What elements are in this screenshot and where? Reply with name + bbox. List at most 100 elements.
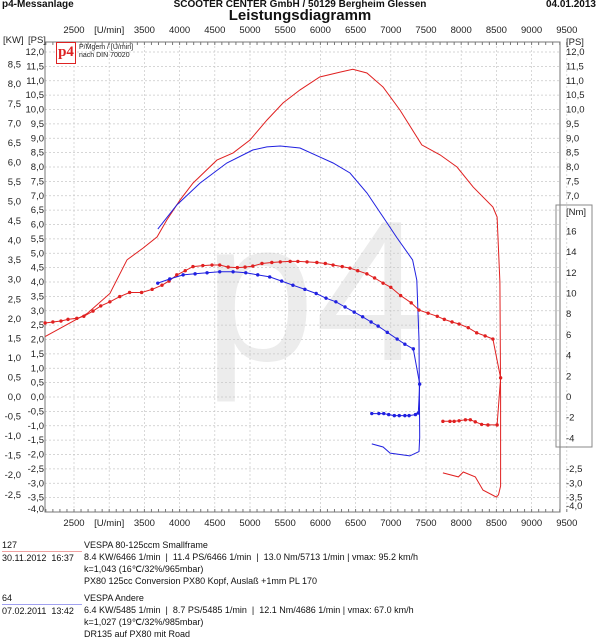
x-tick-label: 8000	[451, 25, 472, 36]
run-127-torque-point	[150, 287, 154, 292]
x-tick-label: 7000	[380, 25, 401, 36]
kw-tick-label: 6,0	[8, 157, 21, 168]
x-tick-label: 6500	[345, 518, 366, 529]
ps-tick-label: 5,5	[31, 234, 44, 245]
kw-tick-label: 7,5	[8, 99, 21, 110]
x-tick-label: 4500	[204, 25, 225, 36]
ps-tick-label: -3,0	[28, 478, 44, 489]
run-64-torque-point	[403, 342, 407, 346]
plot-frame	[44, 41, 561, 513]
right-ps-tick-label: -3,5	[566, 493, 582, 504]
run-127-torque-point	[457, 322, 461, 326]
p4-logo: p4	[56, 42, 76, 64]
run-64-torque-point	[392, 413, 397, 418]
run-64-power-curve	[157, 145, 421, 457]
run-127-torque-point	[356, 269, 360, 273]
run-127-torque-point	[495, 423, 499, 427]
x-tick-label: 2500	[63, 518, 84, 529]
kw-tick-label: -0,5	[5, 412, 21, 423]
x-tick-label: 5500	[275, 518, 296, 529]
ps-tick-label: 1,5	[31, 349, 44, 360]
run-127-torque-point	[466, 325, 470, 330]
run-127-torque-curve	[45, 260, 502, 426]
right-ps-tick-label: -3,0	[566, 478, 582, 489]
ps-tick-label: 3,5	[31, 291, 44, 302]
ps-tick-label: 0,0	[31, 392, 44, 403]
kw-tick-label: 6,5	[8, 138, 21, 149]
ps-tick-label: 4,0	[31, 277, 44, 288]
run-64-torque-point	[413, 412, 418, 417]
run-127-torque-point	[448, 419, 452, 424]
run-note: DR135 auf PX80 mit Road	[84, 629, 191, 639]
run-127-torque-point	[365, 272, 369, 276]
kw-tick-label: 5,0	[8, 197, 21, 208]
app-name: p4-Messanlage	[2, 0, 74, 10]
x-tick-label: 7500	[415, 518, 436, 529]
chart-title: Leistungsdiagramm	[228, 7, 372, 24]
run-127-torque-point	[398, 293, 403, 298]
right-ps-tick-label: 7,0	[566, 191, 579, 202]
run-block-64: 64 07.02.2011 13:42	[2, 592, 82, 617]
x-tick-label: 6500	[345, 25, 366, 36]
right-ps-tick-label: 12,0	[566, 47, 585, 58]
kw-tick-label: 3,0	[8, 275, 21, 286]
nm-axis-box	[555, 204, 593, 448]
run-127-torque-point	[82, 314, 86, 318]
x-tick-label: 3500	[134, 25, 155, 36]
right-ps-tick-label: 8,0	[566, 162, 579, 173]
run-name: VESPA 80-125ccm Smallframe	[84, 540, 208, 550]
run-64-torque-point	[279, 279, 284, 283]
run-127-torque-point	[51, 320, 55, 324]
x-tick-label: 9500	[556, 25, 577, 36]
ps-unit-label-right: [PS]	[566, 37, 584, 48]
nm-tick-label: 4	[566, 351, 571, 362]
run-details-127: VESPA 80-125ccm Smallframe 8.4 KW/6466 1…	[84, 539, 418, 587]
run-127-torque-point	[99, 304, 103, 308]
run-127-torque-point	[139, 290, 144, 295]
run-64-torque-point	[403, 413, 407, 418]
x-tick-label: 7000	[380, 518, 401, 529]
ps-tick-label: 10,0	[26, 105, 45, 116]
ps-tick-label: 7,5	[31, 176, 44, 187]
kw-tick-label: 0,0	[8, 392, 21, 403]
run-127-torque-point	[91, 309, 95, 313]
series-layer	[43, 68, 503, 498]
x-tick-label: 6000	[310, 518, 331, 529]
run-127-torque-point	[191, 264, 195, 269]
run-127-torque-point	[457, 419, 461, 423]
ps-tick-label: 10,5	[26, 90, 45, 101]
run-127-power-curve	[44, 68, 502, 498]
run-127-torque-point	[226, 265, 230, 269]
x-tick-label: [U/min]	[94, 25, 124, 36]
run-note: PX80 125cc Conversion PX80 Kopf, Auslaß …	[84, 576, 318, 586]
run-127-torque-point	[288, 259, 292, 264]
run-127-torque-point	[381, 281, 385, 285]
watermark-logo: p4	[204, 180, 426, 403]
run-127-torque-point	[442, 317, 447, 322]
run-127-torque-point	[235, 265, 240, 270]
x-tick-label: 2500	[63, 25, 84, 36]
ps-tick-label: 1,0	[31, 363, 44, 374]
right-ps-tick-label: -2,5	[566, 464, 582, 475]
run-64-torque-point	[407, 413, 411, 418]
run-127-torque-point	[183, 269, 187, 273]
x-tick-label: 5000	[239, 25, 260, 36]
run-64-torque-point	[411, 347, 416, 351]
kw-tick-label: 2,0	[8, 314, 21, 325]
nm-tick-label: 16	[566, 226, 577, 237]
x-tick-label: 5500	[275, 25, 296, 36]
run-127-torque-point	[479, 422, 484, 427]
run-64-torque-point	[181, 273, 185, 277]
run-details-64: VESPA Andere 6.4 KW/5485 1/min | 8.7 PS/…	[84, 592, 414, 640]
run-127-torque-point	[450, 320, 454, 324]
run-name: VESPA Andere	[84, 593, 144, 603]
ps-tick-label: 0,5	[31, 378, 44, 389]
ps-tick-label: 7,0	[31, 191, 44, 202]
kw-tick-label: 8,0	[8, 79, 21, 90]
x-tick-label: 9000	[521, 518, 542, 529]
ps-tick-label: -3,5	[28, 493, 44, 504]
x-tick-label: 4000	[169, 25, 190, 36]
report-date: 04.01.2013	[545, 0, 596, 10]
run-64-torque-point	[397, 413, 401, 418]
right-ps-tick-label: 9,5	[566, 119, 579, 130]
